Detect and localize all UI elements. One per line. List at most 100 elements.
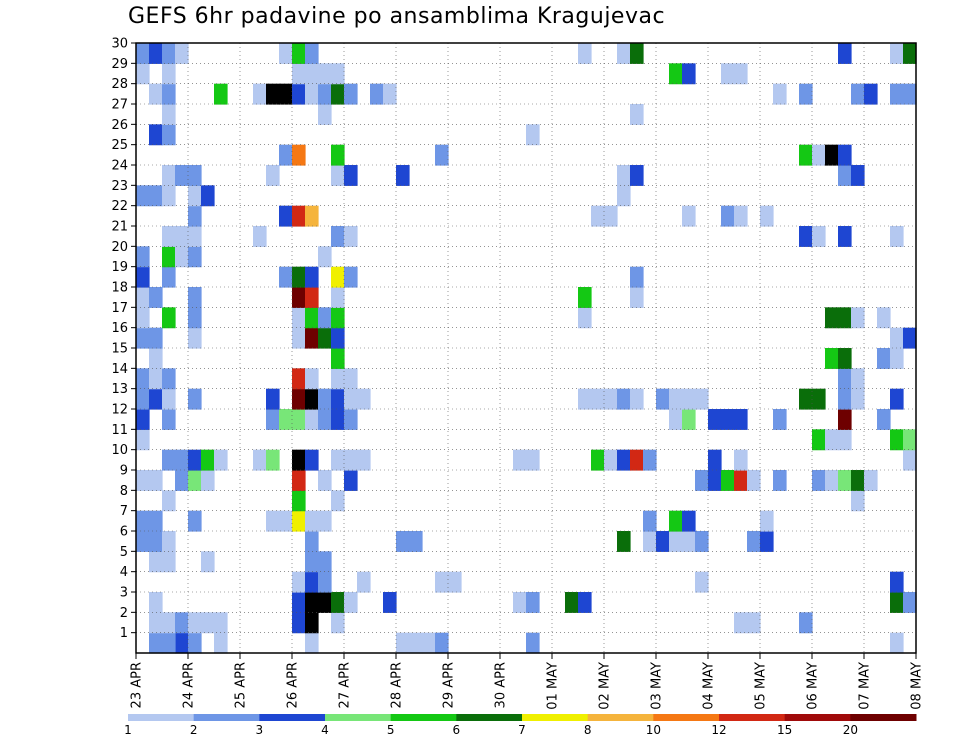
heatmap-cell (578, 307, 592, 329)
heatmap-cell (682, 510, 696, 532)
colorbar-label: 2 (190, 723, 198, 737)
heatmap-cell (162, 83, 176, 105)
heatmap-cell (201, 470, 215, 491)
heatmap-cell (292, 388, 306, 410)
heatmap-cell (331, 307, 345, 329)
heatmap-cell (903, 43, 917, 64)
heatmap-cell (305, 205, 319, 227)
heatmap-cell (695, 571, 709, 593)
colorbar-label: 5 (387, 723, 395, 737)
heatmap-cell (266, 510, 280, 532)
heatmap-cell (630, 104, 644, 125)
heatmap-cell (188, 510, 202, 532)
colorbar-swatch (128, 714, 195, 721)
heatmap-cell (630, 287, 644, 308)
heatmap-cell (149, 531, 163, 552)
heatmap-cell (617, 185, 631, 207)
heatmap-cell (591, 449, 605, 471)
heatmap-cell (188, 449, 202, 471)
heatmap-cell (162, 612, 176, 634)
heatmap-cell (318, 63, 332, 85)
heatmap-cell (851, 388, 865, 410)
heatmap-cell (825, 470, 839, 491)
heatmap-cell (617, 388, 631, 410)
heatmap-cell (409, 632, 423, 654)
heatmap-cell (851, 470, 865, 491)
heatmap-cell (370, 83, 384, 105)
heatmap-cell (318, 571, 332, 593)
heatmap-cell (721, 205, 735, 227)
y-tick-label: 7 (120, 504, 128, 519)
heatmap-cell (149, 510, 163, 532)
heatmap-cell (812, 226, 826, 247)
heatmap-cell (292, 571, 306, 593)
heatmap-cell (682, 205, 696, 227)
heatmap-cell (136, 429, 150, 451)
heatmap-cell (175, 43, 189, 64)
heatmap-cell (292, 592, 306, 613)
colorbar-label: 8 (584, 723, 592, 737)
heatmap-cell (903, 429, 917, 451)
heatmap-cell (162, 388, 176, 410)
heatmap-cell (903, 592, 917, 613)
heatmap-cell (266, 83, 280, 105)
heatmap-cell (773, 470, 787, 491)
heatmap-cell (162, 449, 176, 471)
y-tick-label: 13 (111, 382, 128, 397)
heatmap-cell (188, 612, 202, 634)
heatmap-cell (838, 409, 852, 430)
colorbar-swatch (850, 714, 917, 721)
y-tick-label: 23 (111, 179, 128, 194)
heatmap-cell (318, 83, 332, 105)
heatmap-cell (318, 327, 332, 349)
heatmap-cell (136, 388, 150, 410)
heatmap-cell (838, 43, 852, 64)
heatmap-cell (630, 266, 644, 288)
heatmap-cells (136, 43, 917, 654)
heatmap-cell (383, 83, 397, 105)
heatmap-cell (253, 83, 267, 105)
chart-title: GEFS 6hr padavine po ansamblima Kragujev… (128, 4, 666, 29)
y-tick-label: 30 (111, 37, 128, 52)
heatmap-cell (669, 409, 683, 430)
heatmap-cell (708, 449, 722, 471)
colorbar-swatch (193, 714, 260, 721)
y-tick-label: 29 (111, 57, 128, 72)
heatmap-cell (695, 531, 709, 552)
heatmap-cell (331, 287, 345, 308)
heatmap-cell (591, 205, 605, 227)
heatmap-cell (734, 205, 748, 227)
heatmap-cell (318, 470, 332, 491)
heatmap-cell (344, 388, 358, 410)
heatmap-cell (214, 83, 228, 105)
heatmap-cell (630, 449, 644, 471)
heatmap-cell (851, 490, 865, 512)
colorbar-legend: 1 2 3 4 5 6 7 8 10 12 15 20 (124, 714, 917, 737)
heatmap-cell (578, 43, 592, 64)
heatmap-cell (357, 388, 371, 410)
heatmap-cell (162, 551, 176, 573)
heatmap-cell (149, 368, 163, 390)
heatmap-cell (175, 612, 189, 634)
colorbar-label: 15 (777, 723, 792, 737)
heatmap-cell (175, 246, 189, 268)
heatmap-cell (305, 409, 319, 430)
heatmap-cell (136, 531, 150, 552)
y-tick-label: 15 (111, 342, 128, 357)
heatmap-cell (383, 592, 397, 613)
heatmap-cell (838, 165, 852, 186)
y-tick-label: 11 (111, 423, 128, 438)
heatmap-cell (344, 409, 358, 430)
heatmap-cell (305, 388, 319, 410)
heatmap-cell (279, 144, 293, 166)
heatmap-cell (747, 612, 761, 634)
heatmap-cell (526, 632, 540, 654)
y-tick-label: 26 (111, 118, 128, 133)
heatmap-cell (279, 43, 293, 64)
x-tick-label: 25 APR (234, 662, 249, 708)
heatmap-cell (188, 246, 202, 268)
colorbar-label: 1 (124, 723, 132, 737)
heatmap-cell (162, 409, 176, 430)
heatmap-cell (188, 327, 202, 349)
heatmap-cell (643, 449, 657, 471)
